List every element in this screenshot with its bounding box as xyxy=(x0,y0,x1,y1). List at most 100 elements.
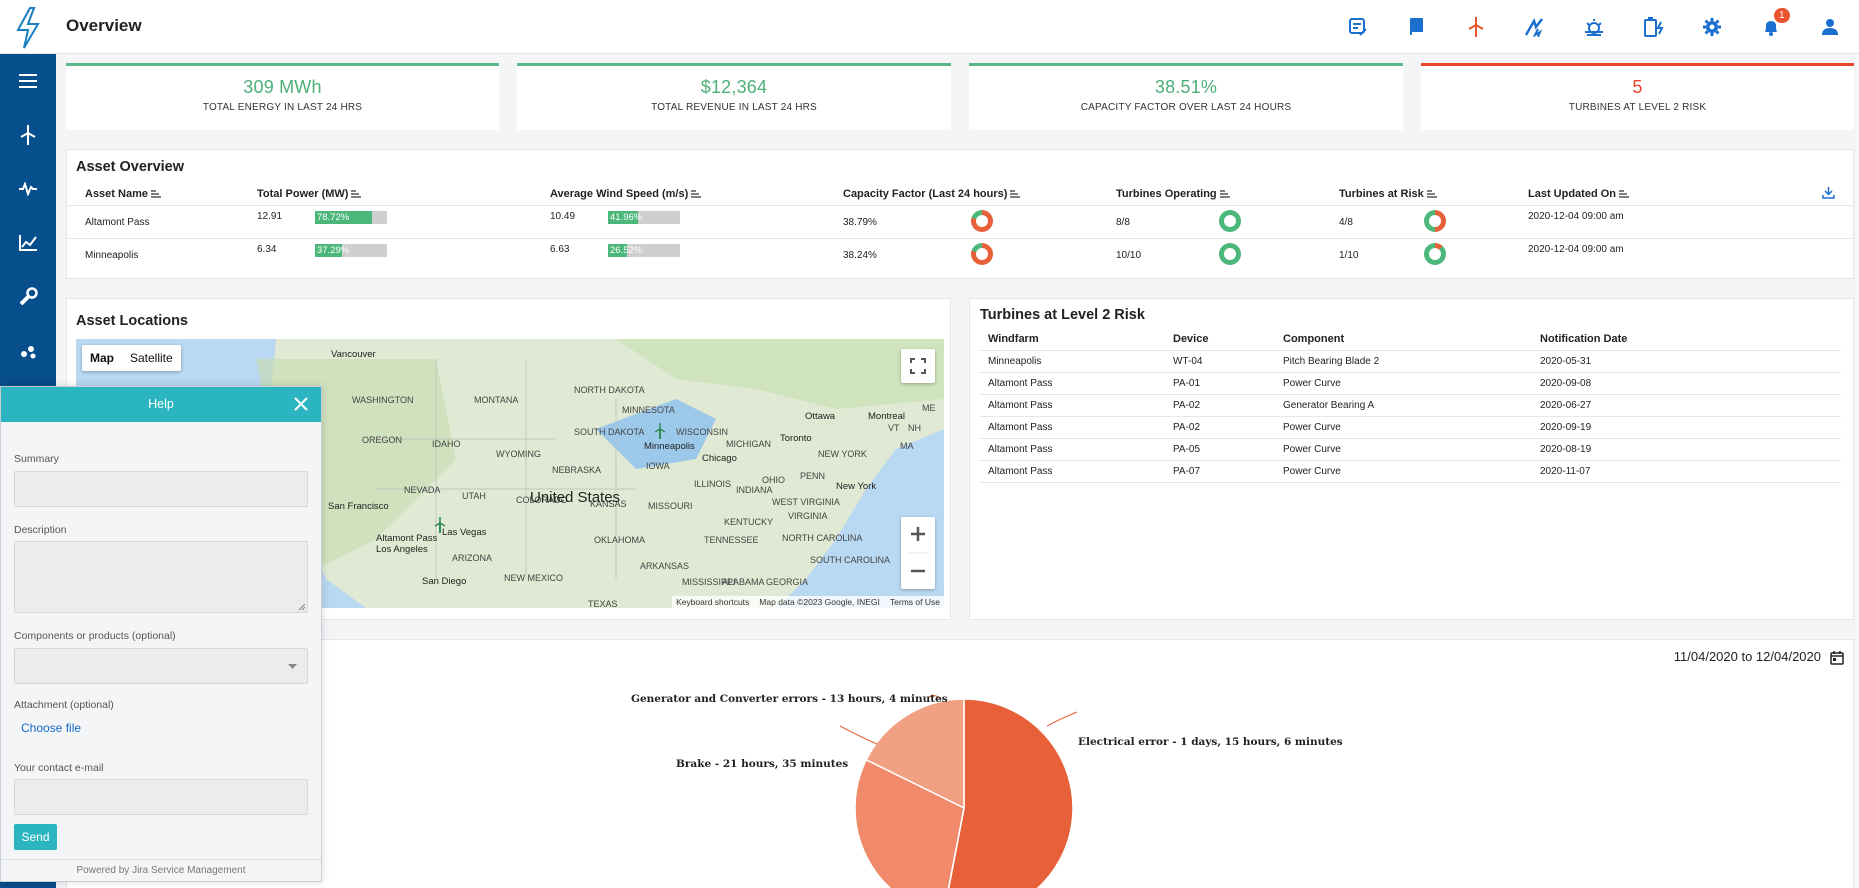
power-bar-fill xyxy=(315,244,342,257)
table-row[interactable]: Altamont Pass PA-07 Power Curve 2020-11-… xyxy=(979,461,1841,483)
column-header[interactable]: Turbines Operating xyxy=(1116,188,1230,200)
wind-turbine-icon[interactable] xyxy=(1446,0,1505,54)
pie-slice[interactable] xyxy=(943,698,1074,888)
line-chart-icon[interactable] xyxy=(0,216,56,270)
map-label: WEST VIRGINIA xyxy=(772,497,840,507)
email-input[interactable] xyxy=(14,779,308,815)
column-header[interactable]: Component xyxy=(1283,333,1345,345)
summary-input[interactable] xyxy=(14,471,308,507)
attachment-label: Attachment (optional) xyxy=(14,699,114,711)
map-type-toggle: Map Satellite xyxy=(82,345,181,371)
map-label: Los Angeles xyxy=(376,544,428,555)
operating-donut xyxy=(1219,243,1241,265)
map-attribution: Map data ©2023 Google, INEGI xyxy=(759,597,880,607)
pie-leader-line xyxy=(839,725,878,745)
column-header[interactable]: Average Wind Speed (m/s) xyxy=(550,188,702,200)
help-footer: Powered by Jira Service Management xyxy=(1,859,321,881)
table-row[interactable]: Minneapolis 6.34 37.29% 6.63 26.52% 38.2… xyxy=(67,240,1853,272)
column-label: Asset Name xyxy=(85,188,148,200)
power-flash-icon[interactable] xyxy=(1505,0,1564,54)
scatter-icon[interactable] xyxy=(0,324,56,378)
column-header[interactable]: Last Updated On xyxy=(1528,188,1630,200)
sort-icon[interactable] xyxy=(691,190,702,198)
component-cell: Power Curve xyxy=(1283,422,1341,433)
zoom-in-icon[interactable] xyxy=(911,527,925,541)
pie-slice[interactable] xyxy=(854,758,965,888)
download-icon[interactable] xyxy=(1822,186,1835,199)
sort-icon[interactable] xyxy=(1619,190,1630,198)
column-header[interactable]: Turbines at Risk xyxy=(1339,188,1437,200)
book-icon[interactable] xyxy=(1387,0,1446,54)
total-power: 6.34 xyxy=(257,244,277,255)
sort-icon[interactable] xyxy=(1426,190,1437,198)
date-range-picker[interactable]: 11/04/2020 to 12/04/2020 xyxy=(1674,649,1821,664)
turbine-icon[interactable] xyxy=(0,108,56,162)
component-cell: Power Curve xyxy=(1283,466,1341,477)
column-header[interactable]: Device xyxy=(1173,333,1209,345)
device-cell: PA-05 xyxy=(1173,444,1201,455)
table-row[interactable]: Altamont Pass PA-02 Power Curve 2020-09-… xyxy=(979,417,1841,439)
column-header[interactable]: Total Power (MW) xyxy=(257,188,362,200)
description-textarea[interactable] xyxy=(14,541,308,613)
choose-file-link[interactable]: Choose file xyxy=(21,721,82,735)
map-label: WYOMING xyxy=(496,449,541,459)
send-button[interactable]: Send xyxy=(14,824,57,850)
map-label: OREGON xyxy=(362,435,403,445)
table-row[interactable]: Altamont Pass PA-01 Power Curve 2020-09-… xyxy=(979,373,1841,395)
map-label: TEXAS xyxy=(588,599,618,608)
pulse-icon[interactable] xyxy=(0,162,56,216)
close-icon[interactable] xyxy=(293,396,309,412)
table-row[interactable]: Minneapolis WT-04 Pitch Bearing Blade 2 … xyxy=(979,351,1841,373)
resize-handle-icon[interactable] xyxy=(298,603,306,611)
gear-icon[interactable] xyxy=(1682,0,1741,54)
report-icon[interactable] xyxy=(1328,0,1387,54)
weather-icon[interactable] xyxy=(1564,0,1623,54)
map-label: GEORGIA xyxy=(766,577,809,587)
sort-icon[interactable] xyxy=(1010,190,1021,198)
capacity-factor: 38.79% xyxy=(843,217,877,228)
components-select[interactable] xyxy=(14,648,308,684)
battery-icon[interactable] xyxy=(1623,0,1682,54)
wind-bar-label: 26.52% xyxy=(610,245,643,256)
column-header[interactable]: Windfarm xyxy=(988,333,1039,345)
last-updated: 2020-12-04 09:00 am xyxy=(1528,244,1624,255)
map-tab-map[interactable]: Map xyxy=(90,351,114,365)
windfarm-cell: Altamont Pass xyxy=(988,400,1053,411)
table-row[interactable]: Altamont Pass PA-02 Generator Bearing A … xyxy=(979,395,1841,417)
wind-bar-fill xyxy=(608,211,639,224)
column-label: Capacity Factor (Last 24 hours) xyxy=(843,188,1008,200)
terms-link[interactable]: Terms of Use xyxy=(889,597,940,607)
pie-slice[interactable] xyxy=(865,698,965,810)
map-country-label: United States xyxy=(530,489,621,506)
column-header[interactable]: Notification Date xyxy=(1540,333,1628,345)
power-progress-bar: 37.29% xyxy=(315,244,387,257)
table-row[interactable]: Altamont Pass 12.91 78.72% 10.49 41.96% … xyxy=(67,207,1853,239)
map-label: WASHINGTON xyxy=(352,395,414,405)
pie-leader-line xyxy=(1046,711,1078,727)
map-label: PENN xyxy=(800,471,826,481)
turbine-marker-icon[interactable] xyxy=(654,423,666,439)
logo-icon[interactable] xyxy=(8,6,48,50)
table-row[interactable]: Altamont Pass PA-05 Power Curve 2020-08-… xyxy=(979,439,1841,461)
wrench-icon[interactable] xyxy=(0,270,56,324)
menu-icon[interactable] xyxy=(0,54,56,108)
keyboard-shortcuts-link[interactable]: Keyboard shortcuts xyxy=(676,597,750,607)
bell-icon[interactable]: 1 xyxy=(1741,0,1800,54)
map-label-altamont-pass: Altamont Pass xyxy=(376,533,438,544)
power-bar-label: 78.72% xyxy=(317,212,350,223)
user-icon[interactable] xyxy=(1800,0,1859,54)
component-cell: Power Curve xyxy=(1283,378,1341,389)
fullscreen-button[interactable] xyxy=(901,349,935,383)
date-cell: 2020-08-19 xyxy=(1540,444,1592,455)
pie-slice[interactable] xyxy=(943,807,965,888)
map-tab-satellite[interactable]: Satellite xyxy=(130,351,173,365)
sort-icon[interactable] xyxy=(1219,190,1230,198)
column-header[interactable]: Asset Name xyxy=(85,188,161,200)
column-header[interactable]: Capacity Factor (Last 24 hours) xyxy=(843,188,1021,200)
description-label: Description xyxy=(14,524,67,536)
sort-icon[interactable] xyxy=(150,190,161,198)
date-cell: 2020-11-07 xyxy=(1540,466,1591,477)
sort-icon[interactable] xyxy=(351,190,362,198)
calendar-icon[interactable] xyxy=(1830,651,1844,665)
turbine-marker-icon[interactable] xyxy=(434,517,446,533)
